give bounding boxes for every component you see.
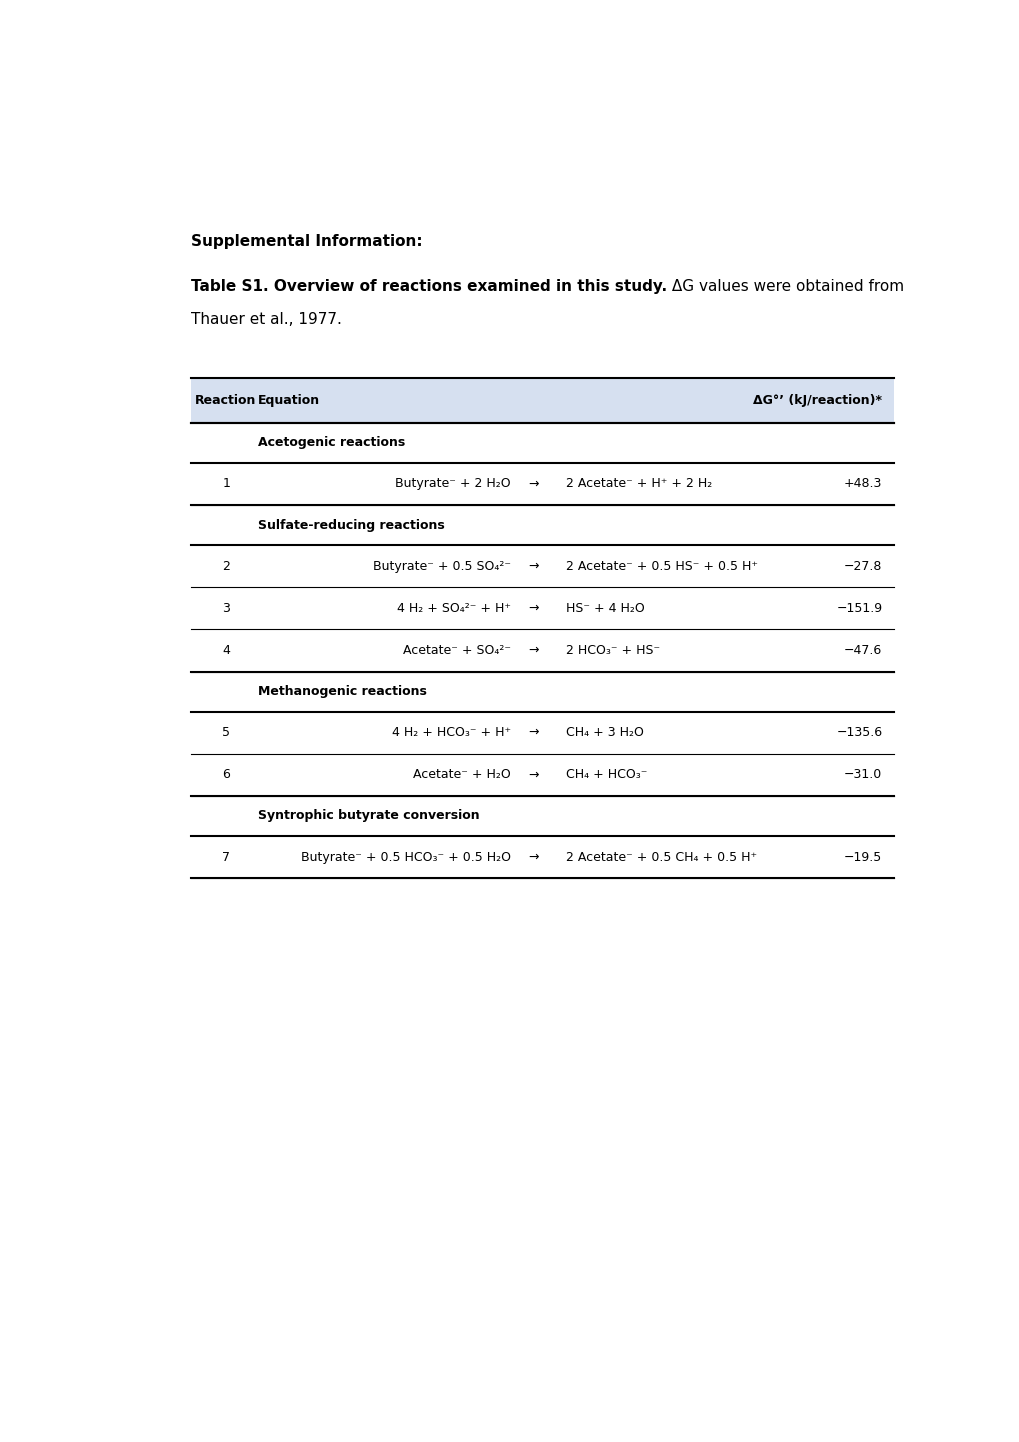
Text: −27.8: −27.8 [844,559,881,572]
Text: Supplemental Information:: Supplemental Information: [191,234,422,249]
Text: →: → [527,559,538,572]
Text: Syntrophic butyrate conversion: Syntrophic butyrate conversion [258,809,479,822]
Text: 2 Acetate⁻ + 0.5 CH₄ + 0.5 H⁺: 2 Acetate⁻ + 0.5 CH₄ + 0.5 H⁺ [566,851,757,864]
Text: Reaction: Reaction [195,394,256,407]
Text: ΔG°’ (kJ/reaction)*: ΔG°’ (kJ/reaction)* [753,394,881,407]
Text: 2: 2 [222,559,230,572]
Text: 7: 7 [222,851,230,864]
Text: Equation: Equation [258,394,320,407]
Text: HS⁻ + 4 H₂O: HS⁻ + 4 H₂O [566,601,644,614]
Text: 2 HCO₃⁻ + HS⁻: 2 HCO₃⁻ + HS⁻ [566,645,659,658]
Text: −47.6: −47.6 [844,645,881,658]
Text: −31.0: −31.0 [844,769,881,782]
Text: →: → [527,601,538,614]
Bar [191,378,894,423]
Text: →: → [527,769,538,782]
Text: 5: 5 [222,727,230,740]
Text: Butyrate⁻ + 2 H₂O: Butyrate⁻ + 2 H₂O [395,477,511,490]
Text: CH₄ + 3 H₂O: CH₄ + 3 H₂O [566,727,643,740]
Text: 4 H₂ + HCO₃⁻ + H⁺: 4 H₂ + HCO₃⁻ + H⁺ [391,727,511,740]
Text: Acetate⁻ + SO₄²⁻: Acetate⁻ + SO₄²⁻ [403,645,511,658]
Text: 4: 4 [222,645,230,658]
Text: −151.9: −151.9 [836,601,881,614]
Text: −135.6: −135.6 [836,727,881,740]
Text: Thauer et al., 1977.: Thauer et al., 1977. [191,311,341,327]
Text: Acetogenic reactions: Acetogenic reactions [258,437,405,450]
Text: Butyrate⁻ + 0.5 SO₄²⁻: Butyrate⁻ + 0.5 SO₄²⁻ [373,559,511,572]
Text: CH₄ + HCO₃⁻: CH₄ + HCO₃⁻ [566,769,647,782]
Text: +48.3: +48.3 [844,477,881,490]
Text: →: → [527,645,538,658]
Text: →: → [527,727,538,740]
Text: 6: 6 [222,769,230,782]
Text: 1: 1 [222,477,230,490]
Text: −19.5: −19.5 [844,851,881,864]
Text: 3: 3 [222,601,230,614]
Text: 4 H₂ + SO₄²⁻ + H⁺: 4 H₂ + SO₄²⁻ + H⁺ [396,601,511,614]
Text: 2 Acetate⁻ + H⁺ + 2 H₂: 2 Acetate⁻ + H⁺ + 2 H₂ [566,477,712,490]
Text: →: → [527,477,538,490]
Text: →: → [527,851,538,864]
Text: ΔG values were obtained from: ΔG values were obtained from [666,278,903,294]
Text: 2 Acetate⁻ + 0.5 HS⁻ + 0.5 H⁺: 2 Acetate⁻ + 0.5 HS⁻ + 0.5 H⁺ [566,559,757,572]
Text: Butyrate⁻ + 0.5 HCO₃⁻ + 0.5 H₂O: Butyrate⁻ + 0.5 HCO₃⁻ + 0.5 H₂O [301,851,511,864]
Text: Sulfate-reducing reactions: Sulfate-reducing reactions [258,519,444,532]
Text: Acetate⁻ + H₂O: Acetate⁻ + H₂O [413,769,511,782]
Text: Methanogenic reactions: Methanogenic reactions [258,685,426,698]
Text: Table S1. Overview of reactions examined in this study.: Table S1. Overview of reactions examined… [191,278,666,294]
